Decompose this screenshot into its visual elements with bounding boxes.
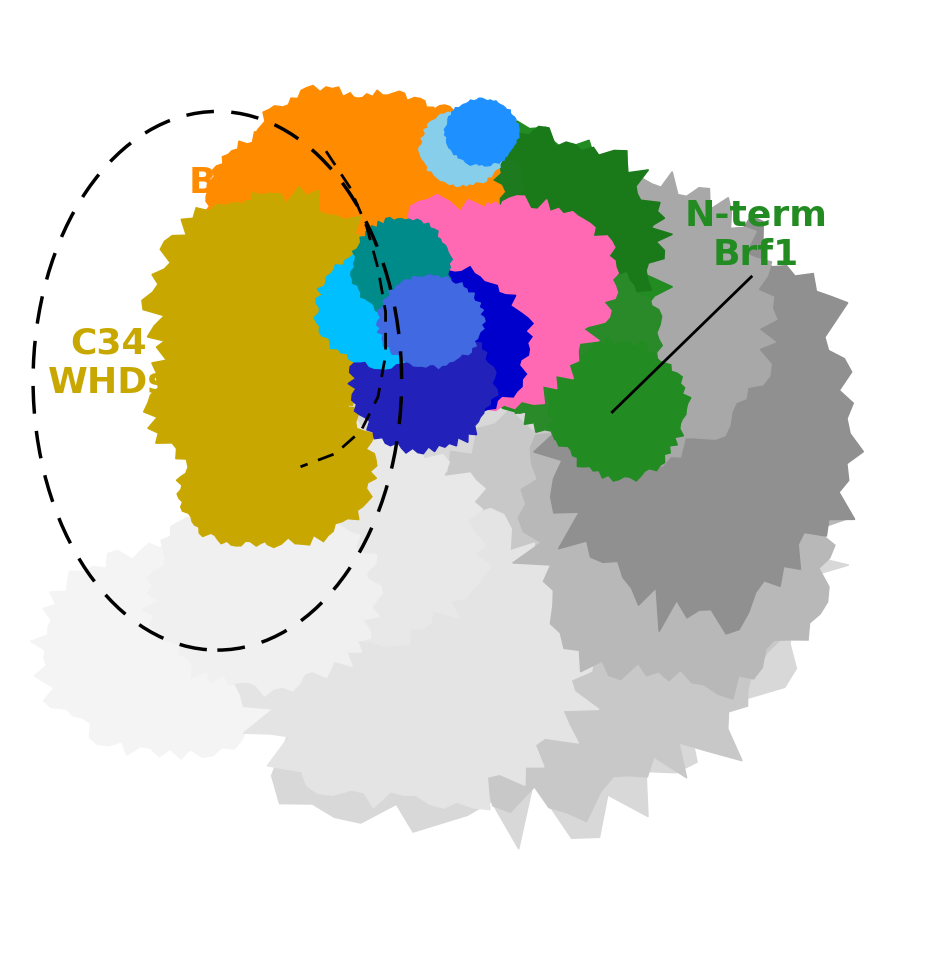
Polygon shape bbox=[313, 249, 455, 370]
Polygon shape bbox=[350, 267, 532, 424]
Polygon shape bbox=[238, 283, 377, 423]
Polygon shape bbox=[547, 337, 690, 481]
Polygon shape bbox=[320, 112, 504, 274]
Polygon shape bbox=[350, 218, 452, 319]
Polygon shape bbox=[338, 124, 531, 291]
Polygon shape bbox=[496, 260, 666, 444]
Polygon shape bbox=[177, 433, 305, 547]
Polygon shape bbox=[142, 495, 382, 697]
Polygon shape bbox=[364, 106, 492, 218]
Text: C34
WHDs: C34 WHDs bbox=[48, 326, 169, 399]
Polygon shape bbox=[328, 407, 802, 822]
Polygon shape bbox=[205, 130, 354, 274]
Polygon shape bbox=[30, 544, 307, 759]
Polygon shape bbox=[513, 334, 850, 700]
Polygon shape bbox=[444, 99, 518, 167]
Polygon shape bbox=[311, 91, 453, 212]
Polygon shape bbox=[429, 197, 617, 363]
Polygon shape bbox=[186, 414, 491, 653]
Polygon shape bbox=[145, 279, 848, 850]
Polygon shape bbox=[244, 86, 406, 239]
Polygon shape bbox=[224, 498, 598, 810]
Polygon shape bbox=[347, 314, 497, 455]
Polygon shape bbox=[266, 136, 474, 319]
Polygon shape bbox=[273, 113, 672, 414]
Polygon shape bbox=[410, 127, 672, 342]
Polygon shape bbox=[418, 109, 506, 187]
Polygon shape bbox=[194, 384, 377, 548]
Polygon shape bbox=[533, 216, 863, 634]
Polygon shape bbox=[347, 195, 602, 411]
Text: N-term
Brf1: N-term Brf1 bbox=[683, 198, 827, 272]
Polygon shape bbox=[525, 173, 776, 467]
Polygon shape bbox=[142, 187, 395, 420]
Polygon shape bbox=[377, 275, 484, 369]
Polygon shape bbox=[143, 290, 357, 501]
Text: Bdp1: Bdp1 bbox=[189, 166, 293, 200]
